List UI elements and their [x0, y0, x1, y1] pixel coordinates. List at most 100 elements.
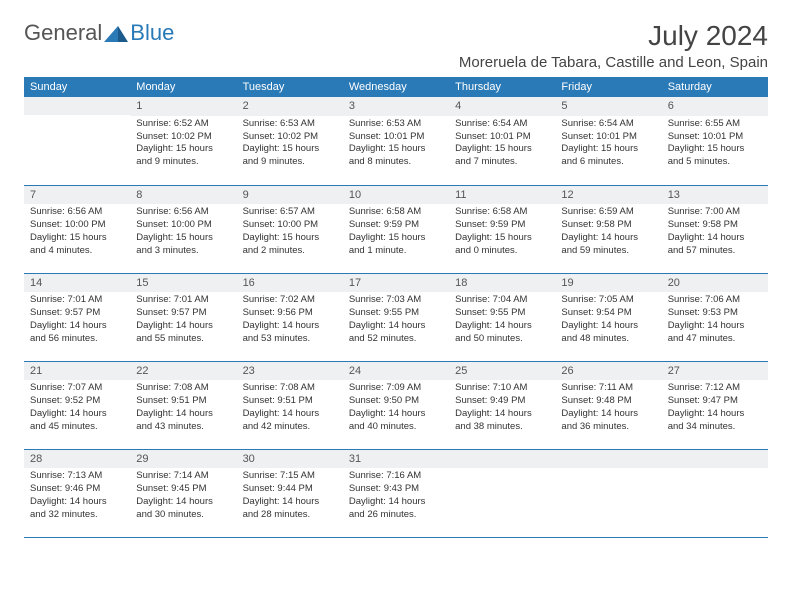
day-number: 17: [343, 274, 449, 293]
daylight-text: and 6 minutes.: [561, 156, 655, 169]
calendar-cell: 28Sunrise: 7:13 AMSunset: 9:46 PMDayligh…: [24, 449, 130, 537]
weekday-header: Monday: [130, 77, 236, 97]
sunrise-text: Sunrise: 7:12 AM: [668, 382, 762, 395]
daylight-text: Daylight: 14 hours: [243, 496, 337, 509]
daylight-text: Daylight: 14 hours: [561, 320, 655, 333]
calendar-cell: 21Sunrise: 7:07 AMSunset: 9:52 PMDayligh…: [24, 361, 130, 449]
calendar-cell: 1Sunrise: 6:52 AMSunset: 10:02 PMDayligh…: [130, 97, 236, 185]
brand-logo: General Blue: [24, 20, 174, 46]
calendar-row: 14Sunrise: 7:01 AMSunset: 9:57 PMDayligh…: [24, 273, 768, 361]
sunset-text: Sunset: 9:53 PM: [668, 307, 762, 320]
day-number: 16: [237, 274, 343, 293]
daylight-text: Daylight: 14 hours: [136, 496, 230, 509]
day-details: Sunrise: 6:53 AMSunset: 10:01 PMDaylight…: [343, 116, 449, 173]
day-number: 1: [130, 97, 236, 116]
day-number: 28: [24, 450, 130, 469]
sunrise-text: Sunrise: 7:03 AM: [349, 294, 443, 307]
sunrise-text: Sunrise: 7:08 AM: [243, 382, 337, 395]
daylight-text: Daylight: 15 hours: [136, 143, 230, 156]
calendar-cell: 7Sunrise: 6:56 AMSunset: 10:00 PMDayligh…: [24, 185, 130, 273]
sunrise-text: Sunrise: 7:15 AM: [243, 470, 337, 483]
sunrise-text: Sunrise: 6:54 AM: [561, 118, 655, 131]
sunset-text: Sunset: 9:55 PM: [349, 307, 443, 320]
sunset-text: Sunset: 9:56 PM: [243, 307, 337, 320]
sunset-text: Sunset: 9:57 PM: [136, 307, 230, 320]
day-details: Sunrise: 6:53 AMSunset: 10:02 PMDaylight…: [237, 116, 343, 173]
calendar-cell: 5Sunrise: 6:54 AMSunset: 10:01 PMDayligh…: [555, 97, 661, 185]
day-details: Sunrise: 6:55 AMSunset: 10:01 PMDaylight…: [662, 116, 768, 173]
daylight-text: Daylight: 14 hours: [668, 320, 762, 333]
sunset-text: Sunset: 9:50 PM: [349, 395, 443, 408]
calendar-cell: 6Sunrise: 6:55 AMSunset: 10:01 PMDayligh…: [662, 97, 768, 185]
day-number: 29: [130, 450, 236, 469]
sunset-text: Sunset: 9:43 PM: [349, 483, 443, 496]
day-details: Sunrise: 7:01 AMSunset: 9:57 PMDaylight:…: [24, 292, 130, 349]
day-number: 9: [237, 186, 343, 205]
daylight-text: and 47 minutes.: [668, 333, 762, 346]
sunrise-text: Sunrise: 7:05 AM: [561, 294, 655, 307]
empty-daynum: [662, 450, 768, 468]
calendar-cell: [662, 449, 768, 537]
day-details: Sunrise: 7:07 AMSunset: 9:52 PMDaylight:…: [24, 380, 130, 437]
daylight-text: and 59 minutes.: [561, 245, 655, 258]
daylight-text: and 9 minutes.: [136, 156, 230, 169]
day-number: 2: [237, 97, 343, 116]
daylight-text: Daylight: 14 hours: [455, 408, 549, 421]
daylight-text: and 8 minutes.: [349, 156, 443, 169]
calendar-cell: 30Sunrise: 7:15 AMSunset: 9:44 PMDayligh…: [237, 449, 343, 537]
daylight-text: and 45 minutes.: [30, 421, 124, 434]
day-details: Sunrise: 7:12 AMSunset: 9:47 PMDaylight:…: [662, 380, 768, 437]
day-number: 20: [662, 274, 768, 293]
daylight-text: Daylight: 14 hours: [561, 408, 655, 421]
weekday-header: Thursday: [449, 77, 555, 97]
day-number: 6: [662, 97, 768, 116]
day-number: 22: [130, 362, 236, 381]
daylight-text: Daylight: 15 hours: [349, 232, 443, 245]
weekday-header: Saturday: [662, 77, 768, 97]
daylight-text: Daylight: 15 hours: [243, 232, 337, 245]
sunrise-text: Sunrise: 6:56 AM: [136, 206, 230, 219]
weekday-header: Sunday: [24, 77, 130, 97]
day-number: 24: [343, 362, 449, 381]
daylight-text: Daylight: 15 hours: [561, 143, 655, 156]
day-details: Sunrise: 6:52 AMSunset: 10:02 PMDaylight…: [130, 116, 236, 173]
sunrise-text: Sunrise: 7:10 AM: [455, 382, 549, 395]
sunrise-text: Sunrise: 7:16 AM: [349, 470, 443, 483]
day-details: Sunrise: 7:15 AMSunset: 9:44 PMDaylight:…: [237, 468, 343, 525]
sunrise-text: Sunrise: 7:04 AM: [455, 294, 549, 307]
sunrise-text: Sunrise: 6:54 AM: [455, 118, 549, 131]
daylight-text: Daylight: 14 hours: [136, 320, 230, 333]
daylight-text: and 57 minutes.: [668, 245, 762, 258]
day-number: 15: [130, 274, 236, 293]
daylight-text: and 9 minutes.: [243, 156, 337, 169]
day-details: Sunrise: 7:16 AMSunset: 9:43 PMDaylight:…: [343, 468, 449, 525]
sunrise-text: Sunrise: 6:59 AM: [561, 206, 655, 219]
sunrise-text: Sunrise: 6:55 AM: [668, 118, 762, 131]
sunrise-text: Sunrise: 6:53 AM: [349, 118, 443, 131]
daylight-text: Daylight: 14 hours: [349, 408, 443, 421]
day-number: 5: [555, 97, 661, 116]
calendar-cell: 14Sunrise: 7:01 AMSunset: 9:57 PMDayligh…: [24, 273, 130, 361]
day-details: Sunrise: 6:58 AMSunset: 9:59 PMDaylight:…: [449, 204, 555, 261]
day-details: Sunrise: 7:08 AMSunset: 9:51 PMDaylight:…: [237, 380, 343, 437]
daylight-text: Daylight: 14 hours: [243, 320, 337, 333]
sunrise-text: Sunrise: 7:00 AM: [668, 206, 762, 219]
calendar-cell: 12Sunrise: 6:59 AMSunset: 9:58 PMDayligh…: [555, 185, 661, 273]
day-number: 13: [662, 186, 768, 205]
day-details: Sunrise: 6:59 AMSunset: 9:58 PMDaylight:…: [555, 204, 661, 261]
calendar-row: 1Sunrise: 6:52 AMSunset: 10:02 PMDayligh…: [24, 97, 768, 185]
daylight-text: and 36 minutes.: [561, 421, 655, 434]
day-details: Sunrise: 7:09 AMSunset: 9:50 PMDaylight:…: [343, 380, 449, 437]
day-details: Sunrise: 7:06 AMSunset: 9:53 PMDaylight:…: [662, 292, 768, 349]
day-details: Sunrise: 6:56 AMSunset: 10:00 PMDaylight…: [24, 204, 130, 261]
calendar-cell: [24, 97, 130, 185]
calendar-cell: 16Sunrise: 7:02 AMSunset: 9:56 PMDayligh…: [237, 273, 343, 361]
calendar-cell: 26Sunrise: 7:11 AMSunset: 9:48 PMDayligh…: [555, 361, 661, 449]
calendar-cell: 18Sunrise: 7:04 AMSunset: 9:55 PMDayligh…: [449, 273, 555, 361]
day-details: Sunrise: 6:54 AMSunset: 10:01 PMDaylight…: [449, 116, 555, 173]
day-number: 4: [449, 97, 555, 116]
sunrise-text: Sunrise: 7:06 AM: [668, 294, 762, 307]
sunset-text: Sunset: 10:01 PM: [349, 131, 443, 144]
sunrise-text: Sunrise: 6:52 AM: [136, 118, 230, 131]
empty-daynum: [24, 97, 130, 115]
